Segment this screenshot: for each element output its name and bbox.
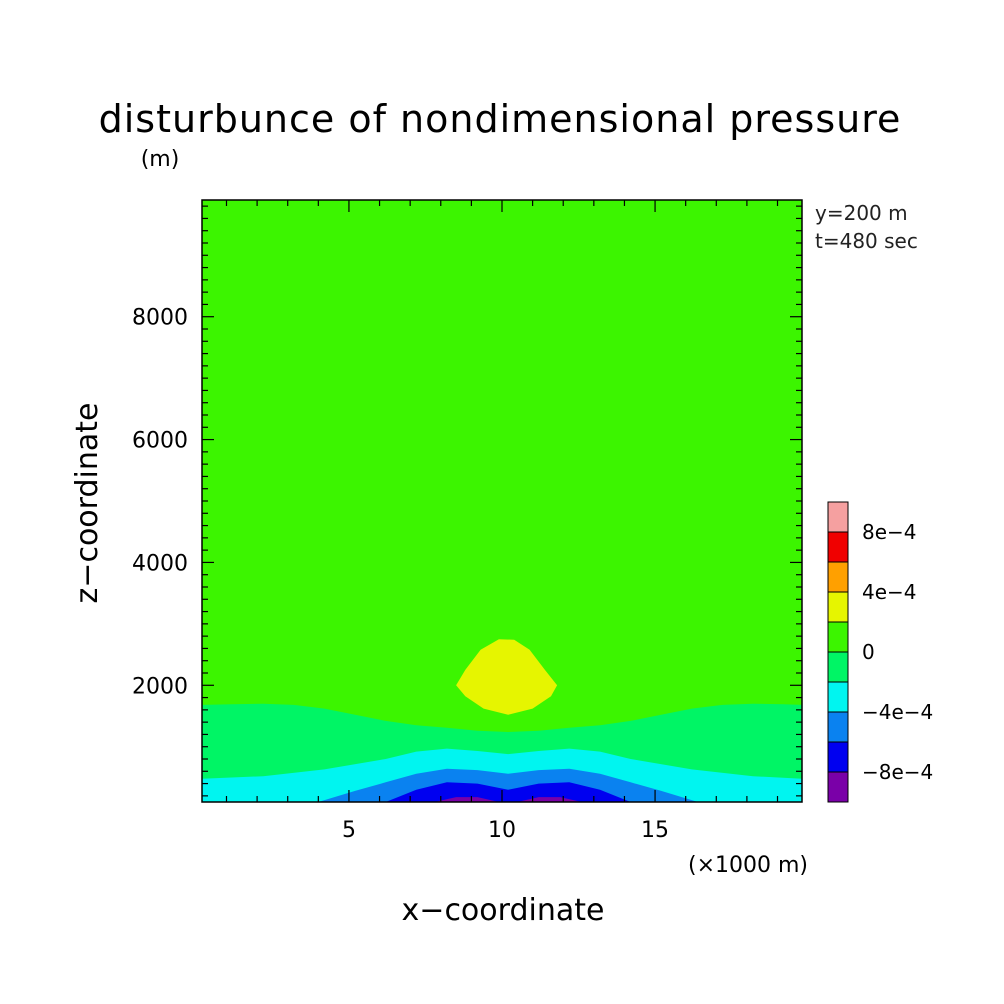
plot-area [202, 200, 802, 802]
colorbar-swatch [827, 561, 849, 593]
y-axis-units: (m) [141, 147, 180, 172]
colorbar-swatch [827, 591, 849, 623]
colorbar-labels: −8e−4 −4e−4 0 4e−4 8e−4 [862, 520, 933, 784]
y-axis-label: z−coordinate [70, 403, 105, 604]
y-tick-label: 8000 [132, 306, 188, 331]
colorbar-swatch [827, 771, 849, 803]
colorbar-swatch [827, 681, 849, 713]
colorbar-label: 0 [862, 640, 875, 664]
annotation-y: y=200 m [815, 201, 908, 225]
y-tick-label: 4000 [132, 551, 188, 576]
axis-ticks [202, 200, 802, 802]
plot-frame [201, 199, 803, 803]
x-tick-label: 10 [488, 818, 516, 843]
y-tick-label: 6000 [132, 429, 188, 454]
colorbar-swatch [827, 651, 849, 683]
colorbar-swatch [827, 621, 849, 653]
y-tick-label: 2000 [132, 674, 188, 699]
colorbar-label: −8e−4 [862, 760, 933, 784]
colorbar-label: 4e−4 [862, 580, 917, 604]
annotation-t: t=480 sec [815, 229, 918, 253]
x-axis-label: x−coordinate [402, 893, 605, 928]
colorbar [827, 501, 849, 803]
colorbar-swatch [827, 531, 849, 563]
colorbar-swatch [827, 711, 849, 743]
chart-title: disturbunce of nondimensional pressure [99, 97, 902, 141]
region-band-neg8e-4-to-neg1e-3-right [517, 797, 582, 802]
region-band-neg6e-4-to-neg8e-4 [385, 782, 631, 802]
region-band-neg8e-4-to-neg1e-3-left [434, 797, 499, 802]
y-tick-labels: 2000 4000 6000 8000 [132, 306, 188, 700]
contour-regions [202, 200, 802, 802]
x-axis-units: (×1000 m) [688, 853, 808, 878]
colorbar-label: −4e−4 [862, 700, 933, 724]
region-band-2e-4-to-4e-4 [456, 639, 558, 715]
x-tick-labels: 5 10 15 [342, 818, 669, 843]
colorbar-swatch [827, 741, 849, 773]
colorbar-swatch [827, 501, 849, 533]
x-tick-label: 5 [342, 818, 356, 843]
colorbar-label: 8e−4 [862, 520, 917, 544]
x-tick-label: 15 [641, 818, 669, 843]
